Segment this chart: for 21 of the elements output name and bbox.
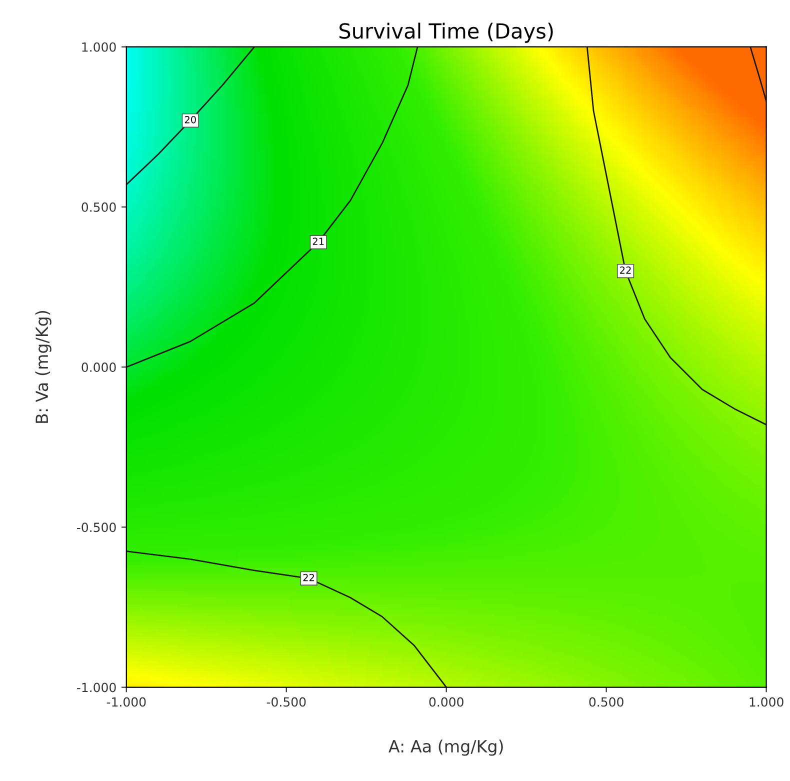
annotation: 22: [303, 574, 314, 582]
annotation: 22: [620, 266, 631, 274]
x-axis-title: A: Aa (mg/Kg): [388, 740, 503, 756]
x-tick-label: 1.000: [750, 697, 784, 707]
y-tick-label: 1.000: [82, 42, 116, 52]
x-tick-label: 0.500: [589, 697, 624, 707]
chart-title: Survival Time (Days): [339, 22, 553, 43]
annotation: 20: [184, 116, 196, 124]
annotation: 21: [312, 238, 324, 245]
line-series: [126, 46, 418, 368]
line-series: [126, 46, 256, 186]
line-series: [586, 46, 766, 426]
y-tick-label: -1.000: [76, 682, 116, 692]
y-axis-title: B: Va (mg/Kg): [35, 311, 52, 423]
line-series: [126, 550, 448, 688]
y-tick-label: -0.500: [76, 522, 116, 532]
x-tick-label: -0.500: [266, 697, 306, 707]
y-tick-label: 0.000: [82, 362, 116, 372]
x-tick-label: -1.000: [106, 697, 146, 707]
y-tick-label: 0.500: [82, 202, 116, 212]
x-tick-label: 0.000: [429, 697, 464, 707]
